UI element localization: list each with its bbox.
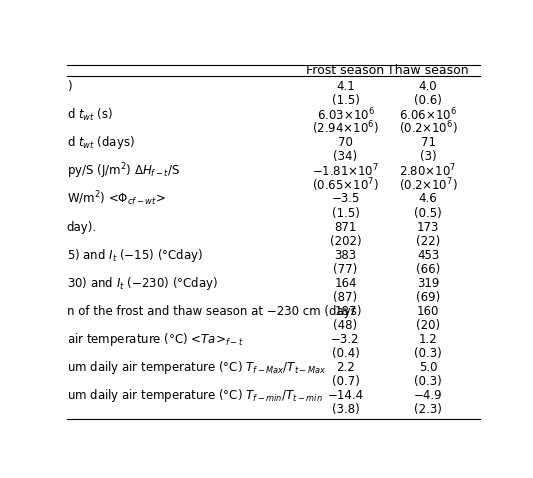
Text: 30) and $I_t$ (−230) (°Cday): 30) and $I_t$ (−230) (°Cday): [67, 275, 217, 292]
Text: 319: 319: [417, 277, 439, 290]
Text: (3): (3): [420, 150, 437, 163]
Text: (0.3): (0.3): [414, 347, 442, 360]
Text: −3.5: −3.5: [332, 193, 360, 206]
Text: 4.0: 4.0: [419, 80, 438, 93]
Text: (1.5): (1.5): [332, 206, 359, 219]
Text: (0.65×10$^7$): (0.65×10$^7$): [312, 176, 379, 194]
Text: py/S (J/m$^2$) Δ$H_{f-t}$/S: py/S (J/m$^2$) Δ$H_{f-t}$/S: [67, 161, 180, 181]
Text: W/m$^2$) <Φ$_{cf-wt}$>: W/m$^2$) <Φ$_{cf-wt}$>: [67, 190, 165, 208]
Text: (0.5): (0.5): [414, 206, 442, 219]
Text: −3.2: −3.2: [331, 333, 360, 346]
Text: d $t_{wt}$ (s): d $t_{wt}$ (s): [67, 107, 113, 123]
Text: (3.8): (3.8): [332, 403, 359, 416]
Text: um daily air temperature (°C) $T_{f-min}$/$T_{t-min}$: um daily air temperature (°C) $T_{f-min}…: [67, 387, 322, 404]
Text: Frost season: Frost season: [306, 65, 384, 77]
Text: −1.81×10$^7$: −1.81×10$^7$: [312, 163, 379, 179]
Text: (77): (77): [333, 263, 358, 276]
Text: (87): (87): [333, 291, 358, 304]
Text: d $t_{wt}$ (days): d $t_{wt}$ (days): [67, 134, 134, 151]
Text: (1.5): (1.5): [332, 94, 359, 107]
Text: (0.3): (0.3): [414, 375, 442, 388]
Text: (2.3): (2.3): [414, 403, 442, 416]
Text: air temperature (°C) <$Ta$>$_{f-t}$: air temperature (°C) <$Ta$>$_{f-t}$: [67, 331, 243, 348]
Text: 2.80×10$^7$: 2.80×10$^7$: [399, 163, 457, 179]
Text: n of the frost and thaw season at −230 cm (days): n of the frost and thaw season at −230 c…: [67, 305, 361, 318]
Text: 164: 164: [334, 277, 357, 290]
Text: 71: 71: [421, 136, 435, 149]
Text: (202): (202): [329, 235, 361, 248]
Text: (34): (34): [333, 150, 358, 163]
Text: (2.94×10$^6$): (2.94×10$^6$): [312, 120, 379, 138]
Text: 453: 453: [417, 249, 439, 262]
Text: ): ): [67, 80, 71, 93]
Text: 1.2: 1.2: [419, 333, 438, 346]
Text: 383: 383: [334, 249, 357, 262]
Text: 6.06×10$^6$: 6.06×10$^6$: [399, 106, 457, 123]
Text: day).: day).: [67, 221, 97, 234]
Text: Thaw season: Thaw season: [387, 65, 469, 77]
Text: 173: 173: [417, 221, 439, 234]
Text: 4.1: 4.1: [336, 80, 355, 93]
Text: (69): (69): [416, 291, 440, 304]
Text: (0.6): (0.6): [414, 94, 442, 107]
Text: um daily air temperature (°C) $T_{f-Max}$/$T_{t-Max}$: um daily air temperature (°C) $T_{f-Max}…: [67, 359, 326, 376]
Text: 6.03×10$^6$: 6.03×10$^6$: [317, 106, 374, 123]
Text: (20): (20): [416, 319, 440, 332]
Text: (22): (22): [416, 235, 440, 248]
Text: 5) and $I_t$ (−15) (°Cday): 5) and $I_t$ (−15) (°Cday): [67, 247, 203, 264]
Text: 160: 160: [417, 305, 439, 318]
Text: (66): (66): [416, 263, 440, 276]
Text: 5.0: 5.0: [419, 361, 437, 374]
Text: 2.2: 2.2: [336, 361, 355, 374]
Text: 871: 871: [334, 221, 357, 234]
Text: (0.4): (0.4): [332, 347, 359, 360]
Text: (0.2×10$^6$): (0.2×10$^6$): [399, 120, 457, 138]
Text: (0.2×10$^7$): (0.2×10$^7$): [399, 176, 457, 194]
Text: −4.9: −4.9: [414, 390, 442, 402]
Text: −14.4: −14.4: [327, 390, 364, 402]
Text: 187: 187: [334, 305, 357, 318]
Text: (0.7): (0.7): [332, 375, 359, 388]
Text: 4.6: 4.6: [419, 193, 438, 206]
Text: (48): (48): [333, 319, 358, 332]
Text: 70: 70: [338, 136, 353, 149]
